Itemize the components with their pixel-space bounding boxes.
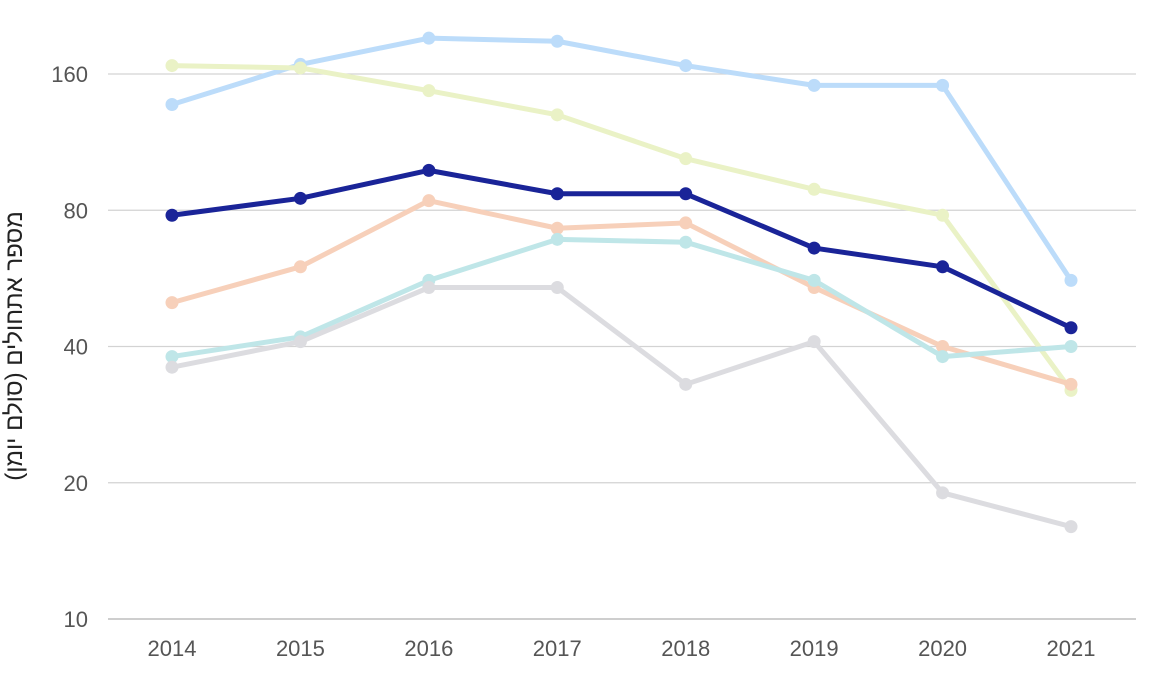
series-peach (165, 194, 1078, 391)
series-dark-navy-point-2018 (679, 187, 693, 201)
series-light-blue-point-2020 (936, 78, 950, 92)
series-dark-navy-point-2015 (293, 191, 307, 205)
series-light-teal-point-2021 (1064, 340, 1078, 353)
series-light-yellow-point-2017 (550, 108, 564, 122)
series-light-grey-point-2020 (936, 486, 950, 500)
series-dark-navy-point-2014 (165, 208, 179, 222)
series-light-grey-point-2021 (1064, 520, 1078, 534)
x-tick-label: 2014 (148, 636, 197, 661)
series-light-grey-point-2016 (422, 281, 436, 295)
series-light-grey-point-2017 (550, 281, 564, 295)
series-light-teal-point-2017 (550, 232, 564, 246)
y-tick-label: 40 (64, 335, 88, 360)
x-tick-label: 2019 (790, 636, 839, 661)
series-light-blue-point-2014 (165, 98, 179, 112)
series-light-teal-point-2018 (679, 235, 693, 249)
series-light-teal-point-2019 (807, 273, 821, 287)
series-peach-point-2021 (1064, 377, 1078, 391)
x-tick-label: 2015 (276, 636, 325, 661)
y-axis-title: מספר אתחולים (סולם יומן) (1, 211, 28, 481)
series-light-yellow-point-2019 (807, 182, 821, 196)
series-dark-navy-line (169, 167, 1074, 331)
series-dark-navy-point-2016 (422, 163, 436, 177)
x-axis-ticks: 2014 2015 2016 2017 2018 2019 2020 2021 (148, 636, 1096, 661)
y-tick-label: 10 (64, 607, 88, 632)
series-light-grey-point-2015 (293, 335, 307, 349)
series-light-yellow-line (169, 63, 1074, 393)
series-dark-navy (165, 163, 1078, 335)
series-light-grey (165, 281, 1078, 534)
series-light-teal (165, 232, 1078, 364)
x-tick-label: 2016 (404, 636, 453, 661)
series-light-teal-point-2014 (165, 350, 179, 364)
x-tick-label: 2017 (533, 636, 582, 661)
series-light-grey-line (169, 285, 1074, 530)
series-light-teal-line (169, 236, 1074, 360)
series-peach-point-2017 (550, 221, 564, 235)
series-light-blue-point-2017 (550, 34, 564, 48)
x-tick-label: 2020 (918, 636, 967, 661)
series-peach-point-2015 (293, 260, 307, 274)
series-peach-point-2020 (936, 340, 950, 353)
x-tick-label: 2018 (661, 636, 710, 661)
series-light-grey-point-2014 (165, 360, 179, 374)
y-axis-ticks: 10 20 40 80 160 (51, 62, 88, 632)
series-dark-navy-point-2017 (550, 187, 564, 201)
series-peach-line (169, 198, 1074, 387)
series-dark-navy-point-2020 (936, 260, 950, 274)
x-tick-label: 2021 (1047, 636, 1096, 661)
series-light-blue-point-2021 (1064, 273, 1078, 287)
y-tick-label: 20 (64, 471, 88, 496)
series-light-yellow-point-2015 (293, 61, 307, 75)
series-light-blue-point-2018 (679, 59, 693, 73)
series-light-blue (165, 31, 1078, 287)
y-tick-label: 80 (64, 198, 88, 223)
series-light-grey-point-2019 (807, 335, 821, 349)
series-light-blue-point-2019 (807, 78, 821, 92)
series-peach-point-2016 (422, 194, 436, 208)
gridlines (108, 73, 1136, 620)
series-light-blue-line (169, 35, 1074, 283)
series-light-yellow-point-2014 (165, 59, 179, 73)
series-peach-point-2018 (679, 216, 693, 230)
series-light-yellow-point-2016 (422, 84, 436, 98)
series-light-yellow-point-2018 (679, 152, 693, 166)
series-light-yellow-point-2020 (936, 208, 950, 222)
series-dark-navy-point-2021 (1064, 321, 1078, 335)
series-dark-navy-point-2019 (807, 241, 821, 255)
y-tick-label: 160 (51, 62, 88, 87)
series-light-blue-point-2016 (422, 31, 436, 45)
series-light-yellow (165, 59, 1078, 397)
series-peach-point-2014 (165, 296, 179, 310)
series-group (165, 31, 1078, 534)
series-light-grey-point-2018 (679, 377, 693, 391)
series-light-teal-point-2020 (936, 350, 950, 364)
